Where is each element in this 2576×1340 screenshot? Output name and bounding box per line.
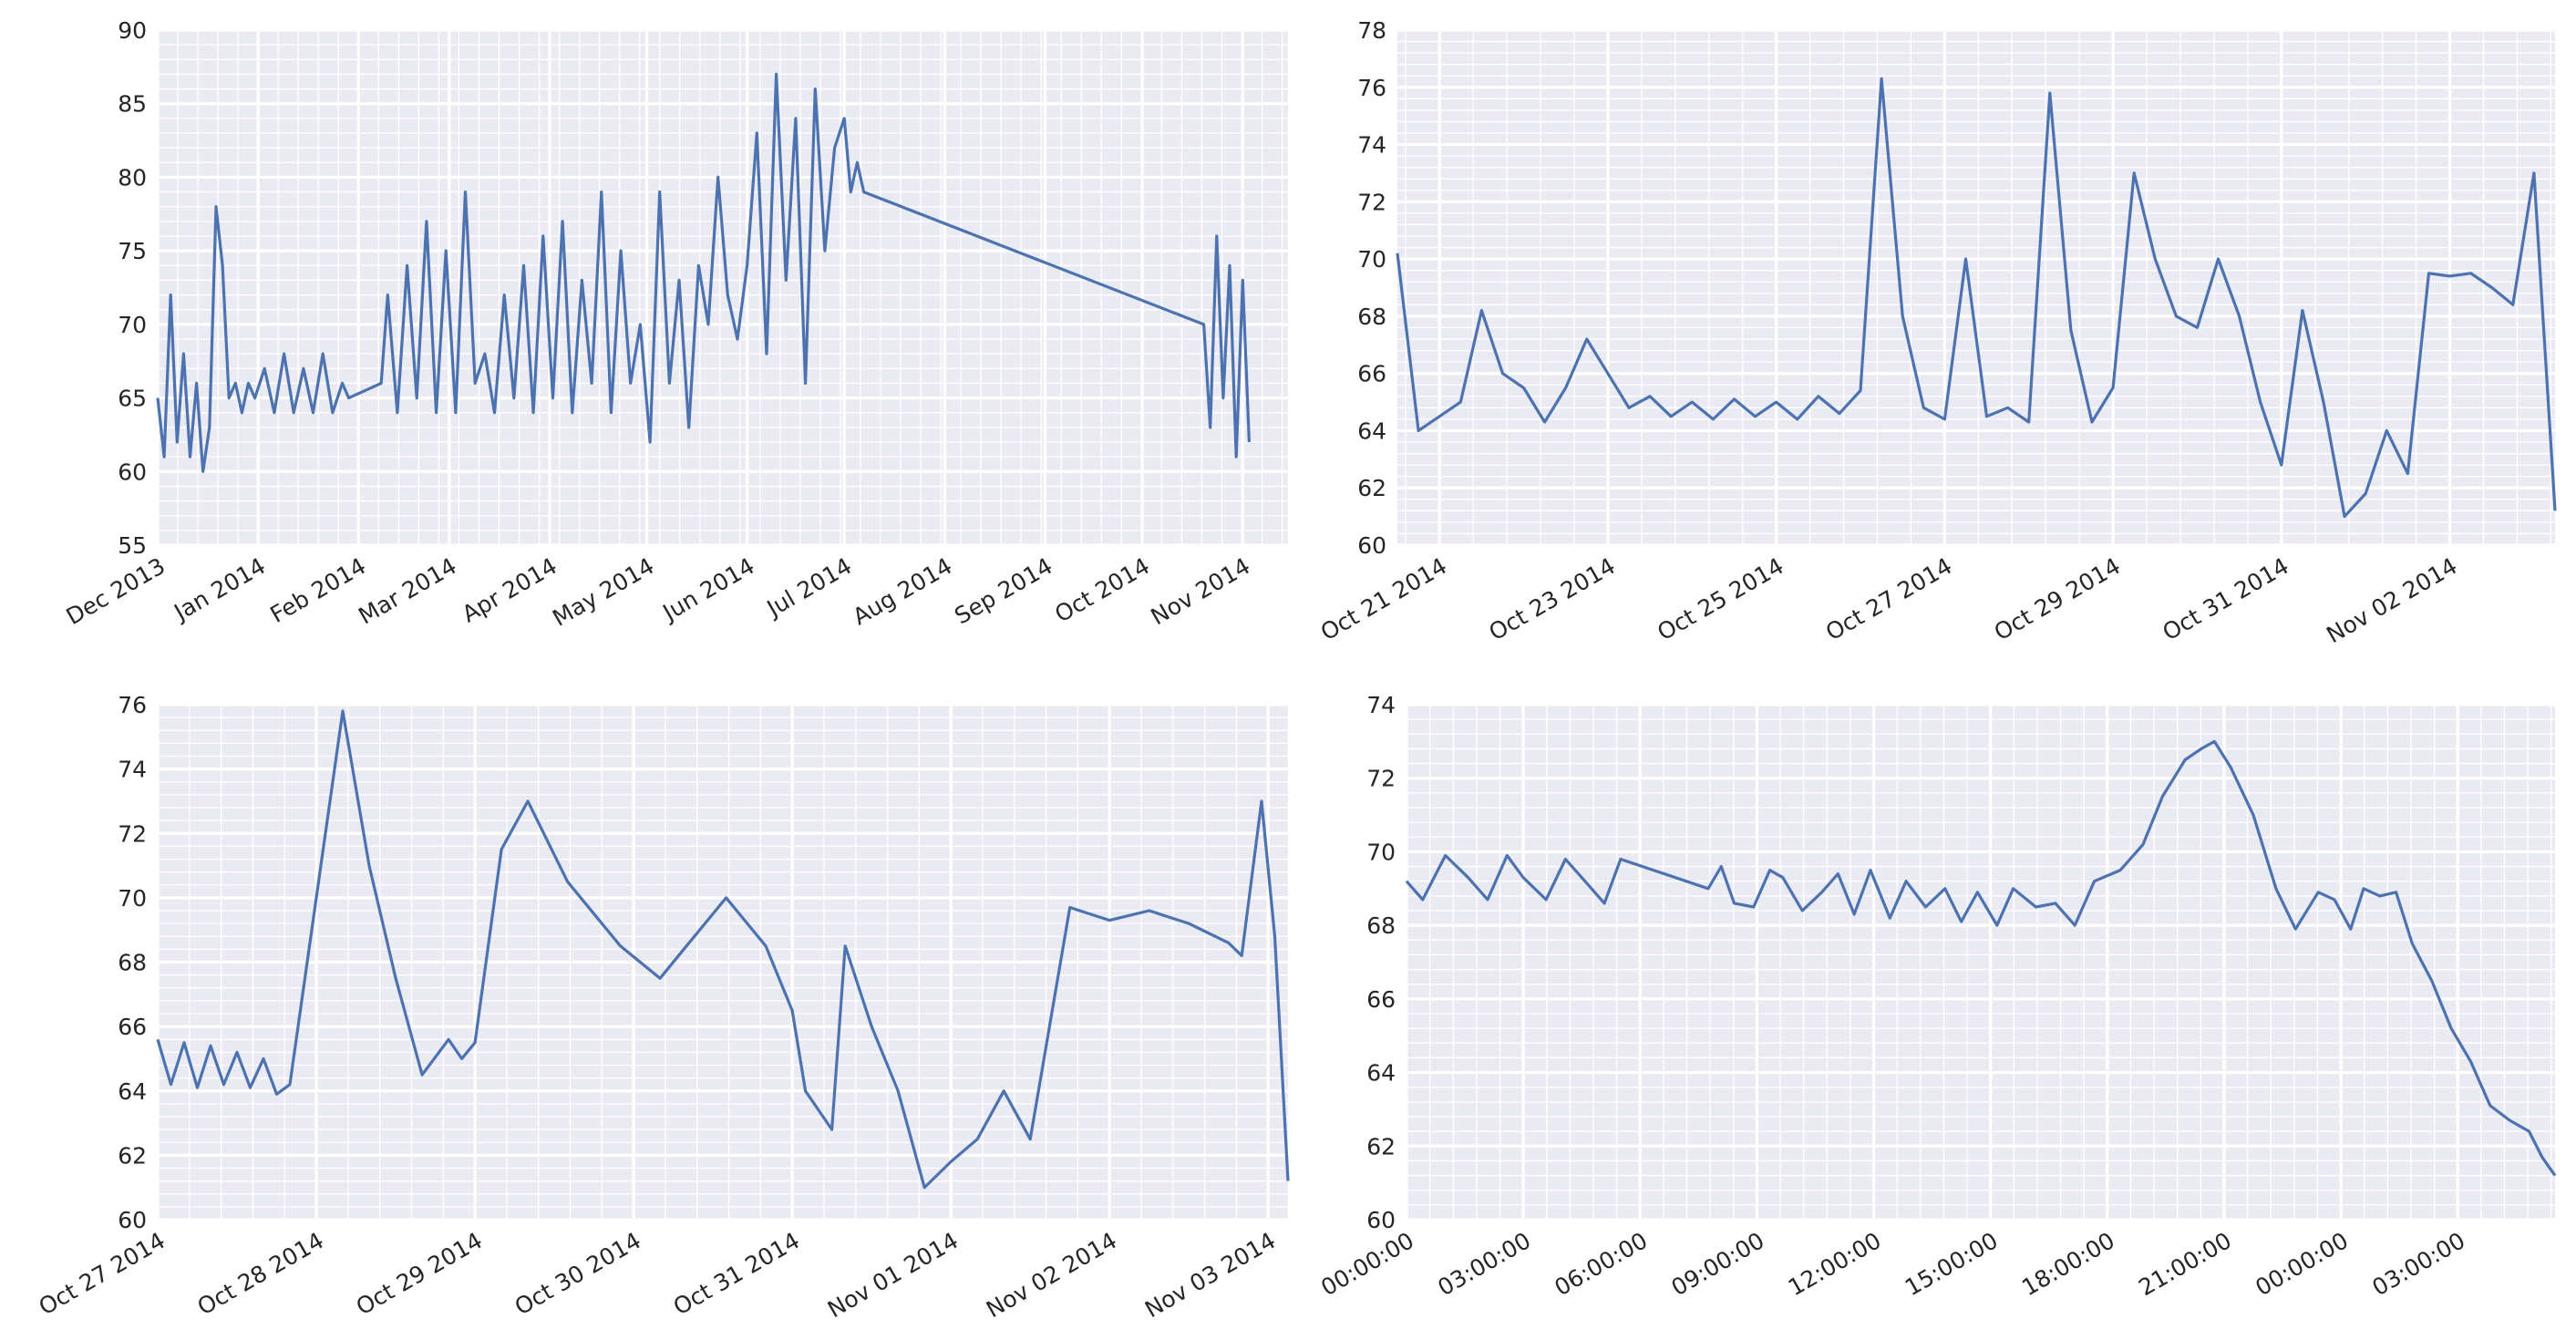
y-tick-label: 76 bbox=[1357, 75, 1386, 101]
plot-area bbox=[158, 30, 1288, 545]
y-tick-label: 76 bbox=[118, 692, 147, 718]
x-tick-label: Oct 25 2014 bbox=[1653, 552, 1788, 645]
x-tick-label: Oct 23 2014 bbox=[1485, 552, 1620, 645]
x-tick-label: Oct 31 2014 bbox=[2158, 552, 2293, 645]
y-tick-label: 66 bbox=[118, 1014, 147, 1040]
y-tick-label: 55 bbox=[118, 532, 147, 559]
x-tick-label: 03:00:00 bbox=[1433, 1227, 1535, 1301]
y-tick-label: 72 bbox=[1357, 189, 1386, 215]
x-tick-label: Feb 2014 bbox=[265, 552, 370, 628]
x-tick-label: May 2014 bbox=[548, 552, 658, 632]
minor-grid bbox=[1397, 29, 2555, 546]
y-tick-label: 72 bbox=[1366, 766, 1396, 792]
y-tick-label: 64 bbox=[1357, 417, 1386, 444]
y-tick-label: 66 bbox=[1357, 361, 1386, 387]
y-tick-label: 64 bbox=[1366, 1060, 1396, 1087]
y-tick-label: 70 bbox=[118, 885, 147, 912]
x-tick-label: Nov 02 2014 bbox=[982, 1227, 1121, 1323]
major-grid bbox=[1397, 28, 2555, 547]
x-tick-label: 18:00:00 bbox=[2017, 1227, 2119, 1301]
x-tick-label: 09:00:00 bbox=[1667, 1227, 1769, 1301]
x-tick-label: 03:00:00 bbox=[2367, 1227, 2469, 1301]
x-tick-label: Sep 2014 bbox=[950, 552, 1056, 629]
x-tick-label: Mar 2014 bbox=[354, 552, 460, 629]
x-tick-label: 00:00:00 bbox=[2251, 1227, 2353, 1301]
x-tick-label: 00:00:00 bbox=[1316, 1227, 1418, 1301]
x-tick-label: Nov 03 2014 bbox=[1140, 1227, 1280, 1323]
y-tick-label: 74 bbox=[1357, 132, 1386, 159]
x-tick-label: 12:00:00 bbox=[1784, 1227, 1886, 1301]
y-tick-label: 60 bbox=[1366, 1207, 1396, 1233]
x-tick-label: Apr 2014 bbox=[458, 552, 562, 628]
x-tick-label: Oct 29 2014 bbox=[1990, 552, 2125, 645]
y-tick-label: 70 bbox=[118, 312, 147, 338]
series-line bbox=[1396, 77, 2557, 519]
y-tick-label: 60 bbox=[118, 459, 147, 485]
major-grid bbox=[156, 703, 1288, 1221]
x-tick-label: Oct 27 2014 bbox=[35, 1227, 170, 1320]
y-tick-label: 62 bbox=[1366, 1133, 1396, 1160]
series-line bbox=[156, 709, 1290, 1190]
x-tick-label: Oct 27 2014 bbox=[1821, 552, 1956, 645]
x-tick-label: Jun 2014 bbox=[657, 552, 759, 626]
y-tick-label: 65 bbox=[118, 386, 147, 412]
major-grid bbox=[1405, 703, 2555, 1221]
y-tick-label: 62 bbox=[1357, 475, 1386, 501]
y-tick-label: 64 bbox=[118, 1078, 147, 1105]
y-tick-label: 80 bbox=[118, 164, 147, 191]
x-tick-label: Nov 2014 bbox=[1147, 552, 1255, 630]
x-tick-label: Oct 29 2014 bbox=[352, 1227, 487, 1320]
x-tick-label: Oct 31 2014 bbox=[669, 1227, 804, 1320]
x-tick-label: Nov 02 2014 bbox=[2322, 552, 2461, 648]
x-tick-label: 21:00:00 bbox=[2134, 1227, 2236, 1301]
y-tick-label: 74 bbox=[118, 757, 147, 783]
x-tick-label: Oct 2014 bbox=[1050, 552, 1154, 628]
y-tick-label: 74 bbox=[1366, 692, 1396, 718]
x-tick-label: 15:00:00 bbox=[1901, 1227, 2003, 1301]
x-tick-label: Jan 2014 bbox=[169, 552, 271, 626]
x-tick-label: Aug 2014 bbox=[849, 552, 957, 630]
plot-area bbox=[1397, 30, 2555, 545]
y-tick-label: 62 bbox=[118, 1142, 147, 1169]
y-tick-label: 72 bbox=[118, 820, 147, 847]
y-tick-label: 75 bbox=[118, 238, 147, 264]
y-tick-label: 90 bbox=[118, 17, 147, 44]
y-tick-label: 68 bbox=[1366, 912, 1396, 939]
y-tick-label: 66 bbox=[1366, 986, 1396, 1013]
y-tick-label: 68 bbox=[1357, 304, 1386, 330]
y-tick-label: 85 bbox=[118, 91, 147, 118]
x-tick-label: 06:00:00 bbox=[1551, 1227, 1653, 1301]
y-tick-label: 78 bbox=[1357, 17, 1386, 44]
chart-bottom-left: 60 62 64 66 68 70 72 74 76 Oct 27 2014 Oct 28 2014… bbox=[35, 692, 1290, 1323]
plot-area bbox=[1406, 705, 2555, 1220]
chart-top-right: 60 62 64 66 68 70 72 74 76 78 Oct 21 2014 Oct 23 20… bbox=[1316, 17, 2557, 648]
y-tick-label: 60 bbox=[1357, 532, 1386, 559]
x-tick-label: Oct 28 2014 bbox=[193, 1227, 328, 1320]
y-tick-label: 60 bbox=[118, 1207, 147, 1233]
series-line bbox=[156, 72, 1251, 473]
y-tick-label: 70 bbox=[1357, 246, 1386, 273]
x-tick-label: Oct 30 2014 bbox=[510, 1227, 645, 1320]
y-tick-label: 68 bbox=[118, 950, 147, 976]
y-tick-label: 70 bbox=[1366, 839, 1396, 865]
x-tick-label: Dec 2013 bbox=[62, 552, 170, 630]
x-tick-label: Jul 2014 bbox=[761, 552, 856, 623]
x-tick-label: Nov 01 2014 bbox=[823, 1227, 963, 1323]
series-line bbox=[1405, 739, 2557, 1177]
x-tick-label: Oct 21 2014 bbox=[1316, 552, 1451, 645]
